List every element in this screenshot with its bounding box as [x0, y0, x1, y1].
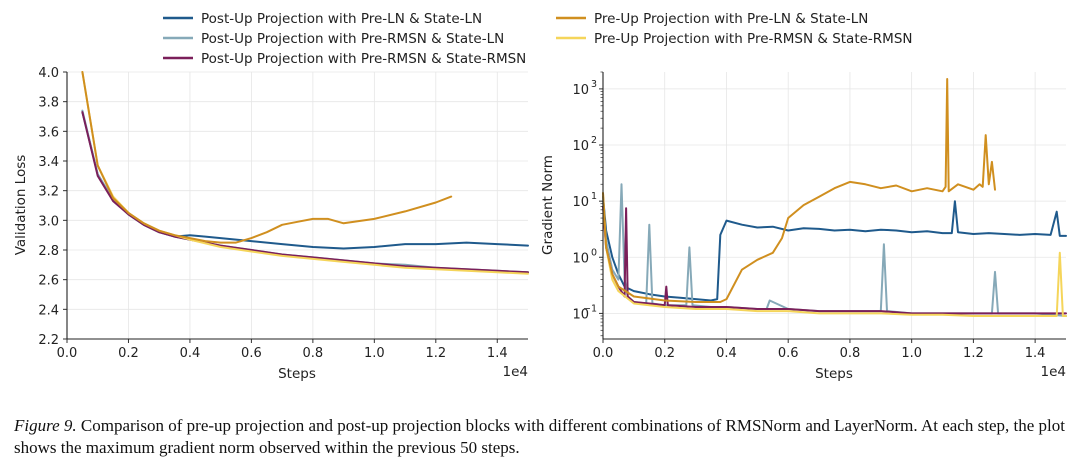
- loss-y-tick-label: 3.4: [38, 155, 59, 170]
- loss-series-post-up-projection-with-pre-rmsn-state-ln: [81, 109, 529, 274]
- grad-y-tick-exponent: 1: [591, 191, 597, 202]
- grad-x-tick-label: 0.0: [593, 346, 614, 361]
- grad-y-tick-exponent: 3: [591, 79, 597, 90]
- caption-label: Figure 9.: [14, 416, 77, 435]
- grad-x-tick-label: 0.2: [654, 346, 675, 361]
- loss-series-pre-up-projection-with-pre-ln-state-ln: [81, 71, 453, 244]
- loss-x-tick-label: 1.0: [364, 346, 385, 361]
- loss-x-tick-label: 1.4: [487, 346, 508, 361]
- loss-y-axis-label: Validation Loss: [13, 155, 29, 256]
- grad-x-multiplier: 1e4: [1041, 364, 1066, 380]
- grad-y-tick-exponent: 2: [591, 135, 597, 146]
- loss-x-axis-label: Steps: [278, 366, 316, 382]
- loss-x-tick-label: 0.8: [303, 346, 324, 361]
- loss-y-tick-label: 2.4: [38, 303, 59, 318]
- grad-x-tick-label: 0.8: [840, 346, 861, 361]
- grad-x-axis-label: Steps: [815, 366, 853, 382]
- figure-caption: Figure 9. Comparison of pre-up projectio…: [14, 415, 1070, 459]
- grad-x-tick-label: 0.6: [778, 346, 799, 361]
- legend-label-2: Post-Up Projection with Pre-RMSN & State…: [201, 51, 526, 67]
- loss-x-tick-label: 1.2: [425, 346, 446, 361]
- legend-label-1: Post-Up Projection with Pre-RMSN & State…: [201, 31, 504, 47]
- legend: Post-Up Projection with Pre-LN & State-L…: [163, 11, 913, 67]
- loss-x-multiplier: 1e4: [503, 364, 528, 380]
- loss-x-tick-label: 0.2: [118, 346, 139, 361]
- legend-label-0: Post-Up Projection with Pre-LN & State-L…: [201, 11, 482, 27]
- grad-y-axis-label: Gradient Norm: [540, 155, 556, 255]
- loss-y-tick-label: 2.8: [38, 244, 59, 259]
- grad-x-tick-label: 1.0: [901, 346, 922, 361]
- legend-label-3: Pre-Up Projection with Pre-LN & State-LN: [594, 11, 868, 27]
- loss-series: [81, 71, 529, 275]
- grad-series-pre-up-projection-with-pre-rmsn-state-rmsn: [602, 192, 1067, 317]
- grad-y-tick-label: 10: [572, 307, 589, 322]
- grad-x-tick-label: 1.2: [963, 346, 984, 361]
- loss-axes: 0.0 0.2 0.4 0.6 0.8 1.0 1.2 1.4 2.2 2.4 2.6 2.8 3.0 3…: [38, 66, 528, 361]
- figure: Post-Up Projection with Pre-LN & State-L…: [13, 11, 1067, 382]
- loss-series-post-up-projection-with-pre-rmsn-state-rmsn: [81, 111, 529, 274]
- loss-y-tick-label: 3.6: [38, 125, 59, 140]
- loss-y-tick-label: 2.2: [38, 333, 59, 348]
- grad-x-tick-label: 1.4: [1025, 346, 1046, 361]
- loss-y-tick-label: 3.2: [38, 185, 59, 200]
- loss-x-tick-label: 0.6: [241, 346, 262, 361]
- grad-y-tick-label: 10: [572, 83, 589, 98]
- loss-y-tick-label: 2.6: [38, 274, 59, 289]
- grad-y-tick-exponent: 0: [591, 247, 597, 258]
- loss-y-tick-label: 3.8: [38, 96, 59, 111]
- loss-y-tick-label: 4.0: [38, 66, 59, 81]
- grad-y-tick-exponent: −1: [583, 303, 597, 314]
- grad-series-post-up-projection-with-pre-ln-state-ln: [602, 195, 1067, 302]
- grad-x-tick-label: 0.4: [716, 346, 737, 361]
- grad-series-pre-up-projection-with-pre-ln-state-ln: [602, 78, 996, 303]
- legend-label-4: Pre-Up Projection with Pre-RMSN & State-…: [594, 31, 913, 47]
- loss-x-tick-label: 0.0: [57, 346, 78, 361]
- validation-loss-chart: 0.0 0.2 0.4 0.6 0.8 1.0 1.2 1.4 2.2 2.4 2.6 2.8 3.0 3…: [13, 66, 529, 382]
- grad-y-tick-label: 10: [572, 195, 589, 210]
- grad-series: [602, 78, 1067, 317]
- grad-y-tick-label: 10: [572, 139, 589, 154]
- loss-y-tick-label: 3.0: [38, 214, 59, 229]
- grad-y-tick-label: 10: [572, 251, 589, 266]
- caption-text: Comparison of pre-up projection and post…: [14, 416, 1065, 457]
- loss-x-tick-label: 0.4: [180, 346, 201, 361]
- loss-grid: [66, 71, 528, 340]
